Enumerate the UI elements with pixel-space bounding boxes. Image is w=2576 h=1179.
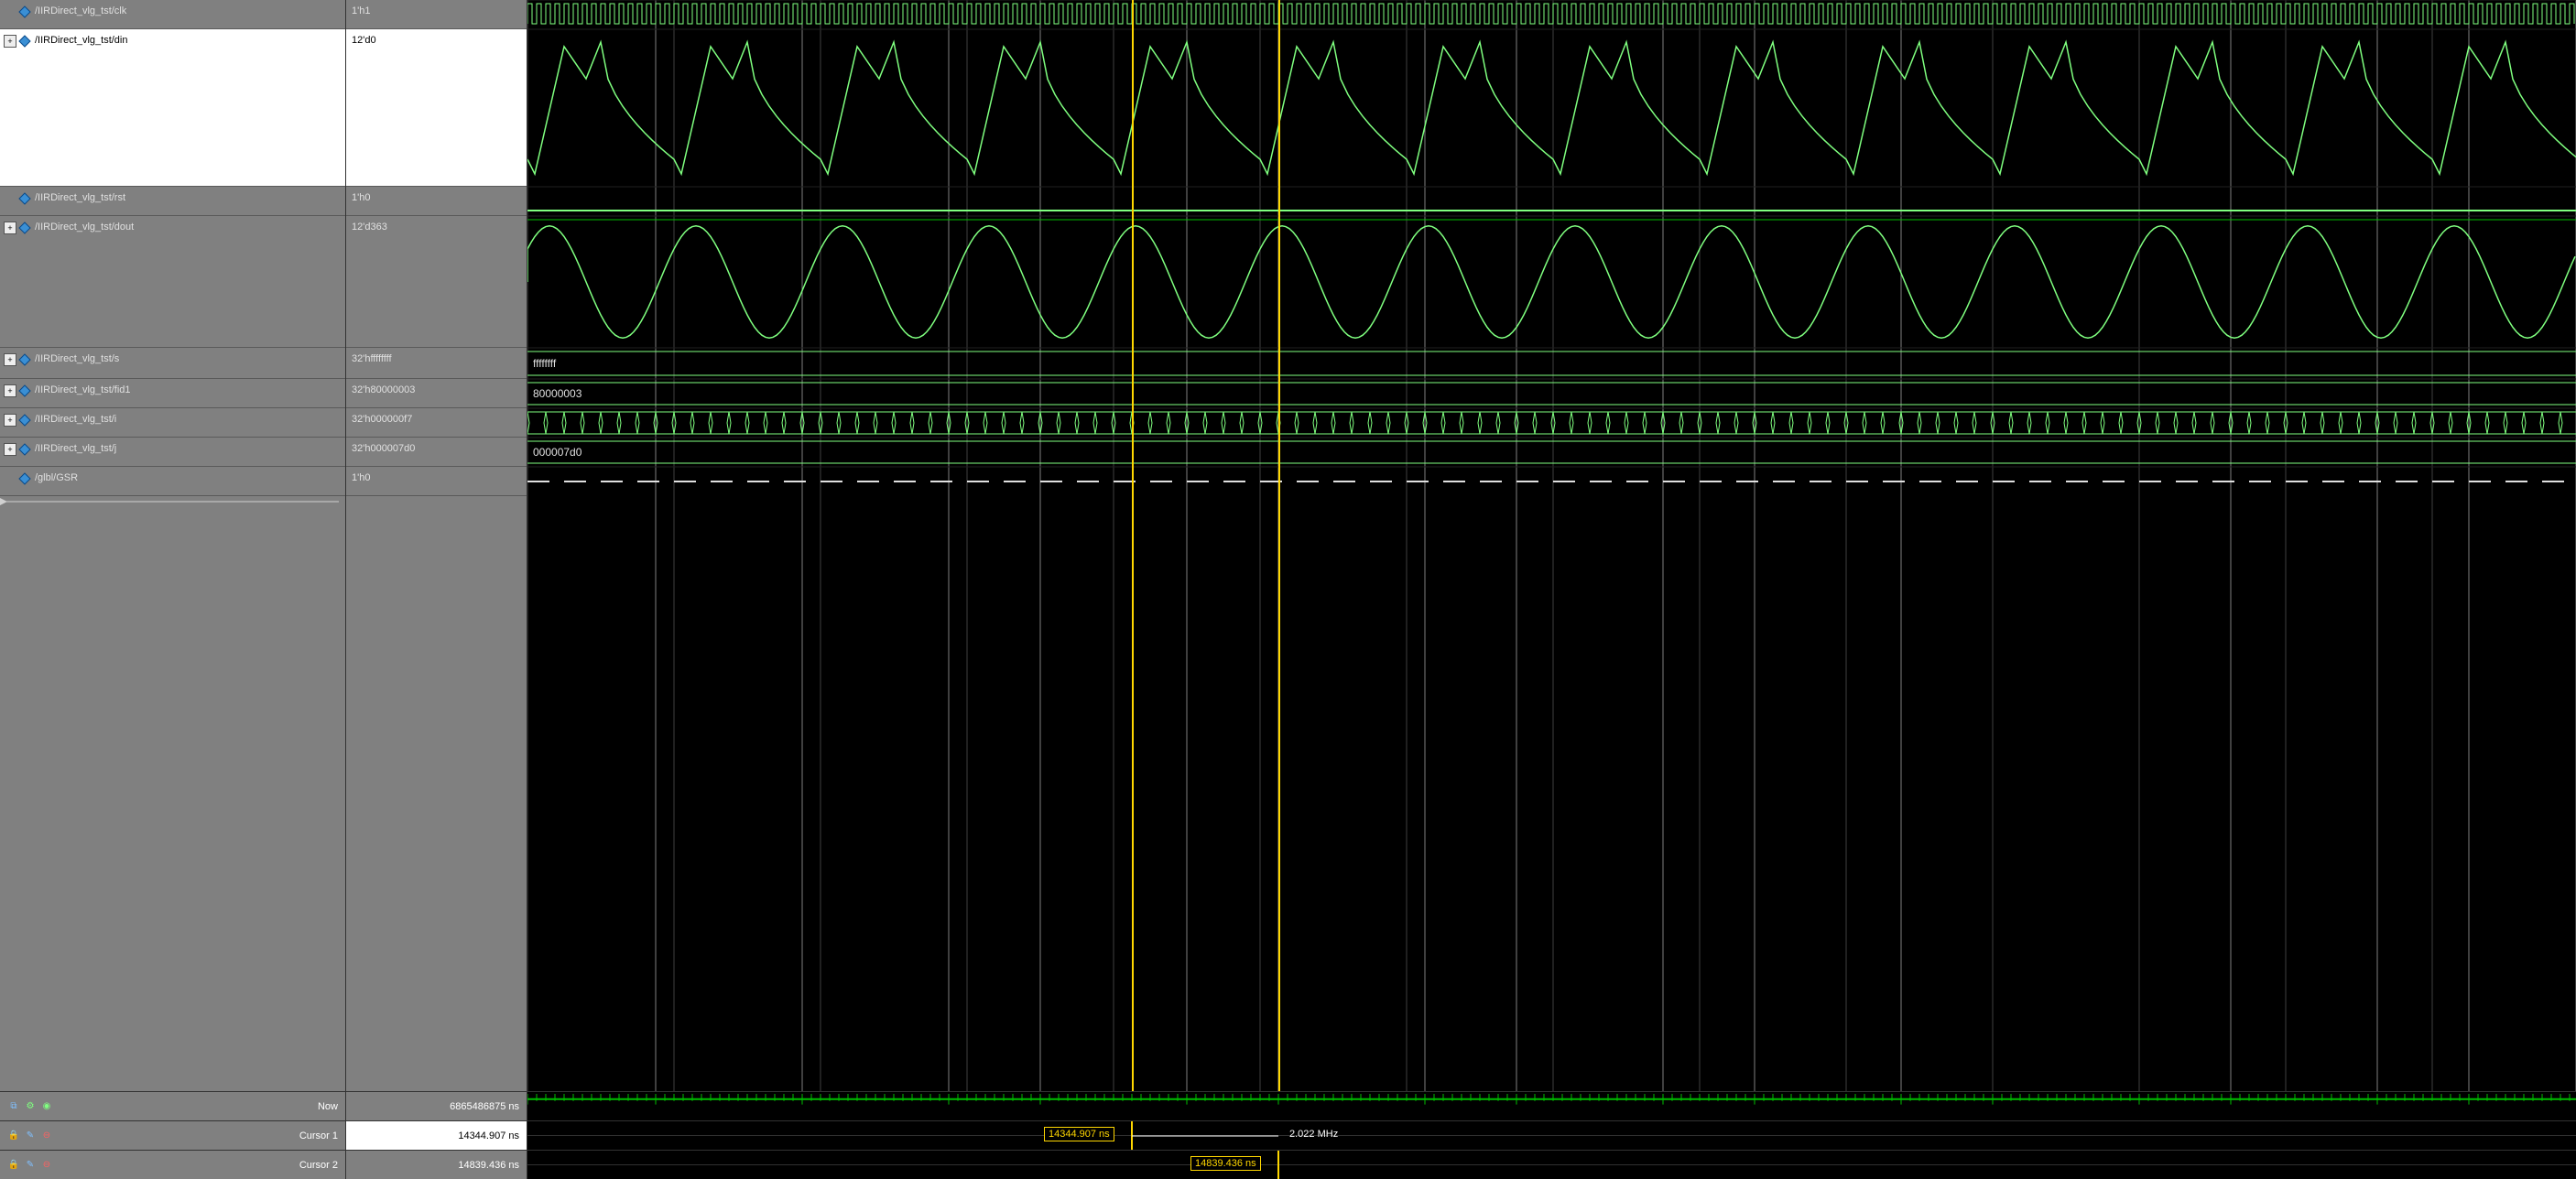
signal-diamond-icon bbox=[18, 192, 31, 205]
cursor-1-row: 🔒 ✎ ⊖ Cursor 1 14344.907 ns 14344.907 ns… bbox=[0, 1120, 2576, 1150]
signal-value-row[interactable]: 12'd363 bbox=[346, 216, 527, 348]
cursor-tool-icon[interactable]: ✎ bbox=[24, 1130, 37, 1142]
signal-value-row[interactable]: 1'h1 bbox=[346, 0, 527, 29]
cursor-lock-icon[interactable]: 🔒 bbox=[7, 1130, 20, 1142]
signal-value: 12'd0 bbox=[352, 35, 376, 46]
signal-value: 32'hffffffff bbox=[352, 353, 392, 364]
expand-toggle-icon[interactable]: + bbox=[4, 384, 16, 397]
signal-value-row[interactable]: 1'h0 bbox=[346, 467, 527, 496]
signal-name-row[interactable]: + /IIRDirect_vlg_tst/din bbox=[0, 29, 345, 187]
signal-name: /IIRDirect_vlg_tst/clk bbox=[35, 5, 342, 16]
signal-name-row[interactable]: + /IIRDirect_vlg_tst/i bbox=[0, 408, 345, 438]
signal-name: /IIRDirect_vlg_tst/i bbox=[35, 414, 342, 425]
cursor-1-label-cell: 🔒 ✎ ⊖ Cursor 1 bbox=[0, 1120, 346, 1150]
cursor-lock-icon[interactable]: 🔒 bbox=[7, 1159, 20, 1172]
waveform-canvas: ffffffff 80000003 000007d0 bbox=[527, 0, 2576, 1091]
signal-name-row[interactable]: + /IIRDirect_vlg_tst/j bbox=[0, 438, 345, 467]
now-label: Now bbox=[318, 1101, 338, 1112]
signal-name: /IIRDirect_vlg_tst/rst bbox=[35, 192, 342, 203]
cursor-del-icon[interactable]: ⊖ bbox=[40, 1159, 53, 1172]
cursor-2-row: 🔒 ✎ ⊖ Cursor 2 14839.436 ns 14839.436 ns bbox=[0, 1150, 2576, 1179]
signal-diamond-icon bbox=[18, 443, 31, 456]
value-column-filler bbox=[346, 496, 527, 1091]
expand-toggle-icon[interactable]: + bbox=[4, 222, 16, 234]
signal-name-row[interactable]: /glbl/GSR bbox=[0, 467, 345, 496]
signal-value-row[interactable]: 32'h000000f7 bbox=[346, 408, 527, 438]
signal-name: /IIRDirect_vlg_tst/fid1 bbox=[35, 384, 342, 395]
cursor-2-value-cell: 14839.436 ns bbox=[346, 1150, 527, 1179]
signal-name: /IIRDirect_vlg_tst/s bbox=[35, 353, 342, 364]
signal-value: 32'h80000003 bbox=[352, 384, 415, 395]
cursor-del-icon[interactable]: ⊖ bbox=[40, 1130, 53, 1142]
signal-value-column: 1'h1 12'd0 1'h0 12'd363 32'hffffffff 32'h8000… bbox=[346, 0, 527, 1091]
cursor-time-label: 14344.907 ns bbox=[1044, 1127, 1114, 1141]
signal-diamond-icon bbox=[18, 414, 31, 427]
cursor-time-label: 14839.436 ns bbox=[1190, 1156, 1261, 1171]
name-column-filler bbox=[0, 496, 345, 1091]
signal-value: 12'd363 bbox=[352, 222, 387, 233]
signal-value: 1'h0 bbox=[352, 472, 370, 483]
cursor-2-track[interactable]: 14839.436 ns bbox=[527, 1150, 2576, 1179]
signal-value-row[interactable]: 12'd0 bbox=[346, 29, 527, 187]
footer: ⧉ ⚙ ◉ Now 6865486875 ns 🔒 ✎ ⊖ Cursor 1 bbox=[0, 1091, 2576, 1179]
cursor-2-label: Cursor 2 bbox=[299, 1160, 338, 1171]
timescale-row: ⧉ ⚙ ◉ Now 6865486875 ns bbox=[0, 1091, 2576, 1120]
expand-toggle-icon[interactable]: + bbox=[4, 35, 16, 48]
svg-text:000007d0: 000007d0 bbox=[533, 446, 582, 459]
signal-value-row[interactable]: 32'hffffffff bbox=[346, 348, 527, 379]
row-insert-marker bbox=[0, 496, 345, 507]
cursor-delta-freq: 2.022 MHz bbox=[1289, 1129, 1338, 1140]
signal-value: 1'h0 bbox=[352, 192, 370, 203]
signal-diamond-icon bbox=[18, 35, 31, 48]
tool-icon-3[interactable]: ◉ bbox=[40, 1100, 53, 1113]
now-value-cell: 6865486875 ns bbox=[346, 1091, 527, 1120]
cursor-1-value: 14344.907 ns bbox=[458, 1130, 519, 1141]
signal-diamond-icon bbox=[18, 353, 31, 366]
signal-name-row[interactable]: + /IIRDirect_vlg_tst/dout bbox=[0, 216, 345, 348]
signal-diamond-icon bbox=[18, 472, 31, 485]
waveform-viewer: /IIRDirect_vlg_tst/clk + /IIRDirect_vlg_ts… bbox=[0, 0, 2576, 1179]
signal-name-row[interactable]: /IIRDirect_vlg_tst/rst bbox=[0, 187, 345, 216]
waveform-area[interactable]: ffffffff 80000003 000007d0 bbox=[527, 0, 2576, 1091]
signal-value-row[interactable]: 32'h000007d0 bbox=[346, 438, 527, 467]
now-label-cell: ⧉ ⚙ ◉ Now bbox=[0, 1091, 346, 1120]
svg-text:80000003: 80000003 bbox=[533, 387, 582, 400]
cursor-1-label: Cursor 1 bbox=[299, 1130, 338, 1141]
cursor-2-value: 14839.436 ns bbox=[458, 1160, 519, 1171]
signal-name-row[interactable]: + /IIRDirect_vlg_tst/fid1 bbox=[0, 379, 345, 408]
signal-diamond-icon bbox=[18, 222, 31, 234]
expand-toggle-icon[interactable]: + bbox=[4, 414, 16, 427]
signal-name: /IIRDirect_vlg_tst/dout bbox=[35, 222, 342, 233]
svg-text:ffffffff: ffffffff bbox=[533, 357, 557, 370]
signal-name: /glbl/GSR bbox=[35, 472, 342, 483]
tool-icon-2[interactable]: ⚙ bbox=[24, 1100, 37, 1113]
signal-diamond-icon bbox=[18, 5, 31, 18]
tool-icon-1[interactable]: ⧉ bbox=[7, 1100, 20, 1113]
main-area: /IIRDirect_vlg_tst/clk + /IIRDirect_vlg_ts… bbox=[0, 0, 2576, 1091]
timescale-ruler[interactable] bbox=[527, 1091, 2576, 1120]
signal-value: 32'h000007d0 bbox=[352, 443, 415, 454]
signal-value-row[interactable]: 1'h0 bbox=[346, 187, 527, 216]
cursor-1-track[interactable]: 14344.907 ns 2.022 MHz bbox=[527, 1120, 2576, 1150]
cursor-1-value-cell[interactable]: 14344.907 ns bbox=[346, 1120, 527, 1150]
signal-diamond-icon bbox=[18, 384, 31, 397]
signal-value-row[interactable]: 32'h80000003 bbox=[346, 379, 527, 408]
signal-value: 1'h1 bbox=[352, 5, 370, 16]
now-value: 6865486875 ns bbox=[450, 1101, 519, 1112]
signal-name-row[interactable]: /IIRDirect_vlg_tst/clk bbox=[0, 0, 345, 29]
expand-toggle-icon[interactable]: + bbox=[4, 353, 16, 366]
signal-value: 32'h000000f7 bbox=[352, 414, 412, 425]
expand-toggle-icon[interactable]: + bbox=[4, 443, 16, 456]
signal-name: /IIRDirect_vlg_tst/j bbox=[35, 443, 342, 454]
signal-name: /IIRDirect_vlg_tst/din bbox=[35, 35, 342, 46]
signal-name-column: /IIRDirect_vlg_tst/clk + /IIRDirect_vlg_ts… bbox=[0, 0, 346, 1091]
cursor-2-label-cell: 🔒 ✎ ⊖ Cursor 2 bbox=[0, 1150, 346, 1179]
cursor-tool-icon[interactable]: ✎ bbox=[24, 1159, 37, 1172]
signal-name-row[interactable]: + /IIRDirect_vlg_tst/s bbox=[0, 348, 345, 379]
